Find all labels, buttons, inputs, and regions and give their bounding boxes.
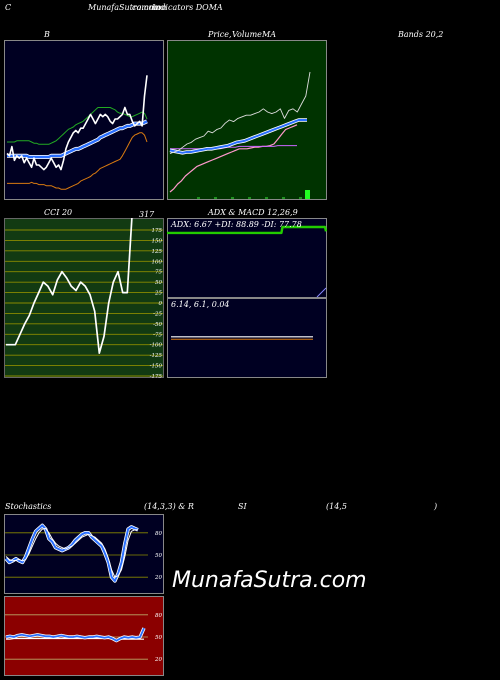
cci-tick-label: 50 — [155, 280, 162, 286]
stoch-k-line — [5, 524, 139, 582]
ma-label: MA — [262, 30, 276, 39]
rsi-panel: 80 50 20 — [4, 596, 164, 676]
stoch-d-line — [5, 527, 138, 578]
adx-chart — [167, 218, 327, 298]
cci-panel: 175 150 125 100 75 50 25 0 -25 -50 -75 -100 -125 -150… — [4, 218, 164, 378]
bb-middle-band — [7, 120, 148, 159]
rsi-tick-label: 50 — [155, 635, 162, 641]
price-ma-chart — [167, 40, 327, 200]
site-label: MunafaSutra.com — [88, 3, 161, 12]
volume-label: Volume — [232, 30, 262, 39]
bands-label: Bands 20,2 — [398, 30, 444, 39]
macd-values: 6.14, 6.1, 0.04 — [171, 300, 230, 309]
ma-fast-line — [169, 119, 307, 154]
cci-value: 317 — [139, 210, 155, 219]
rsi-tick-label: 20 — [154, 657, 162, 663]
bollinger-chart — [4, 40, 164, 200]
volume-bar-small — [231, 197, 234, 199]
b-label: B — [44, 30, 50, 39]
volume-bar-small — [299, 197, 302, 199]
macd-panel: 6.14, 6.1, 0.04 — [167, 298, 327, 378]
cci-tick-label: 25 — [154, 291, 162, 297]
adx-values: ADX: 6.67 +DI: 88.89 -DI: 77.78 — [171, 220, 302, 229]
ma-long-line — [170, 145, 297, 150]
bollinger-panel — [4, 40, 164, 200]
ma-price-line — [169, 71, 311, 155]
watermark: MunafaSutra.com — [172, 568, 367, 593]
stoch-label: Stochastics — [5, 502, 52, 511]
cci-tick-label: -150 — [150, 364, 163, 370]
cci-line — [6, 218, 133, 354]
volume-bar-small — [282, 197, 285, 199]
ma-slow-line — [169, 124, 298, 193]
rsi-tick-label: 80 — [155, 613, 162, 619]
rsi-chart: 80 50 20 — [4, 596, 164, 676]
cci-tick-label: -50 — [153, 322, 162, 328]
rsi-params: (14,5 — [326, 502, 347, 511]
cci-tick-label: -125 — [150, 353, 163, 359]
macd-chart — [167, 298, 327, 378]
indicators-label: Indicators DOMA — [152, 3, 223, 12]
volume-bar-small — [214, 197, 217, 199]
c-label: C — [5, 3, 12, 12]
cci-tick-label: 125 — [152, 249, 163, 255]
adx-panel: ADX: 6.67 +DI: 88.89 -DI: 77.78 — [167, 218, 327, 298]
cci-tick-label: 175 — [152, 228, 163, 234]
cci-tick-label: -75 — [153, 332, 162, 338]
stochastics-chart: 80 50 20 — [4, 514, 164, 594]
adx-macd-title: ADX & MACD 12,26,9 — [208, 208, 298, 217]
cci-tick-label: 150 — [152, 238, 163, 244]
volume-bar-small — [197, 197, 200, 199]
cci-label: CCI 20 — [44, 208, 73, 217]
cci-tick-label: -25 — [153, 311, 162, 317]
cci-tick-label: 100 — [152, 259, 163, 265]
stoch-params: (14,3,3) & R — [144, 502, 194, 511]
price-label: Price, — [208, 30, 232, 39]
bb-lower-band — [7, 132, 148, 190]
stoch-tick-label: 20 — [154, 575, 162, 581]
si-label: SI — [238, 502, 247, 511]
bb-price-line — [6, 75, 148, 171]
volume-bar — [305, 190, 310, 199]
cci-tick-label: -175 — [150, 374, 163, 378]
adx-line — [167, 225, 327, 235]
stoch-tick-label: 80 — [155, 531, 162, 537]
cci-chart: 175 150 125 100 75 50 25 0 -25 -50 -75 -100 -125 -150… — [4, 218, 164, 378]
stochastics-panel: 80 50 20 — [4, 514, 164, 594]
bb-upper-band — [7, 107, 148, 145]
panel-background — [167, 298, 327, 378]
cci-tick-label: 0 — [159, 301, 163, 307]
stoch-tick-label: 50 — [155, 553, 162, 559]
cci-tick-label: -100 — [150, 343, 163, 349]
common-label: common — [132, 3, 167, 12]
volume-bar-small — [265, 197, 268, 199]
di-line — [316, 287, 327, 298]
volume-bar-small — [248, 197, 251, 199]
cci-tick-label: 75 — [155, 270, 162, 276]
paren-label: ) — [434, 502, 438, 511]
price-ma-panel — [167, 40, 327, 200]
panel-background — [4, 218, 164, 378]
panel-background — [167, 218, 327, 298]
rsi-line — [5, 627, 145, 642]
